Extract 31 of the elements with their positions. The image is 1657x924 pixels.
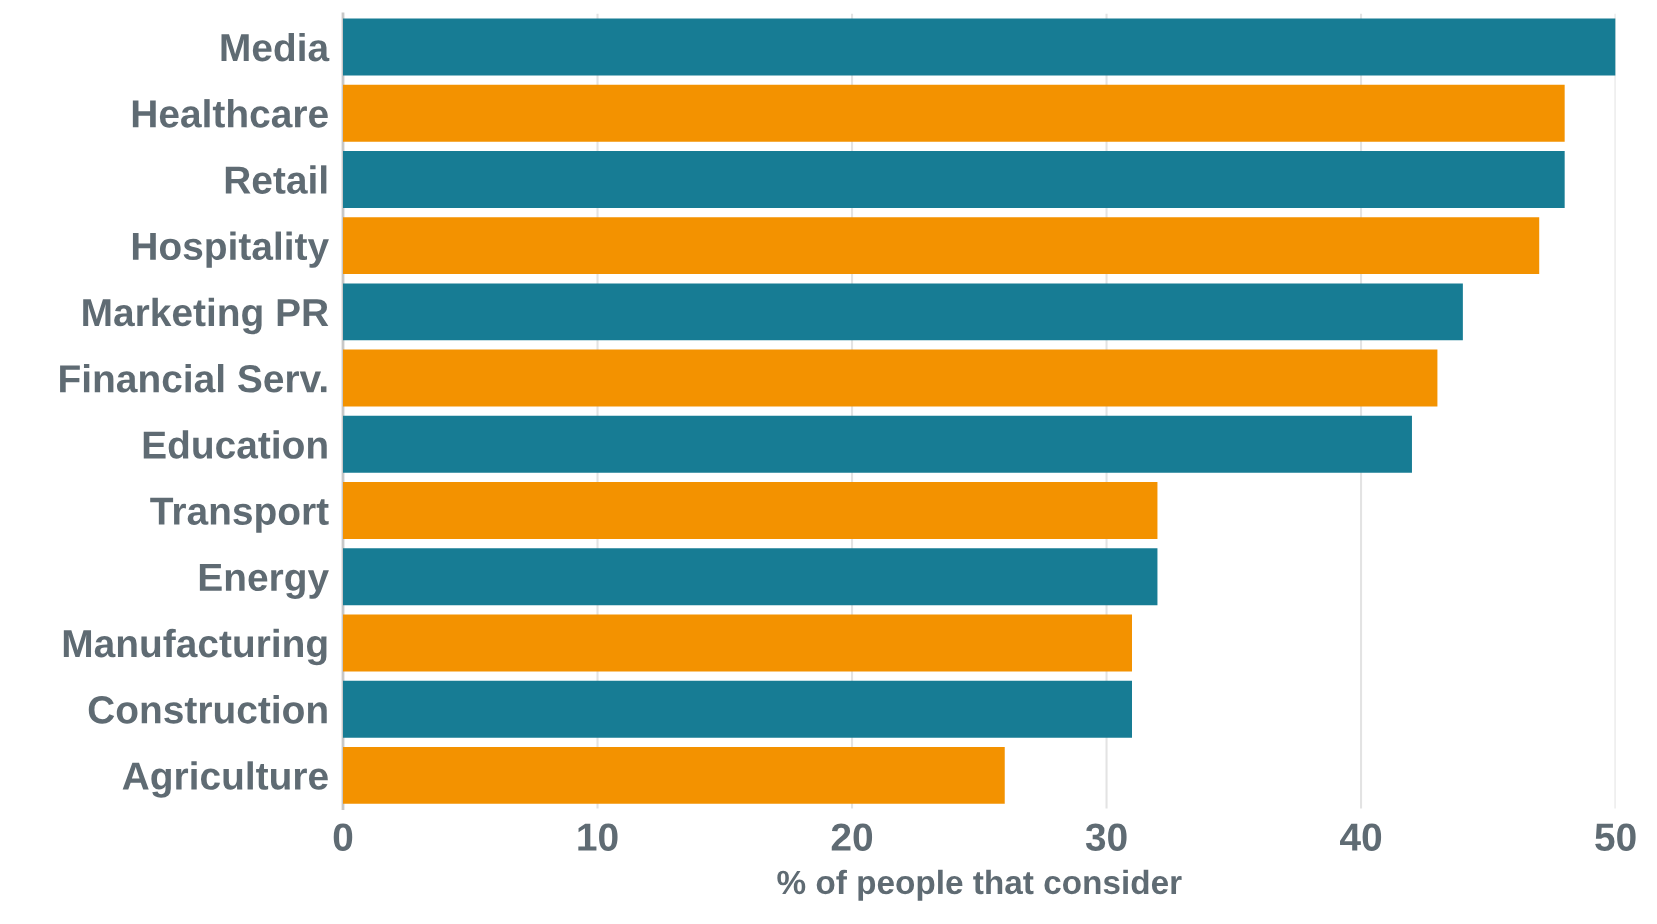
x-tick-label: 20 <box>831 823 873 851</box>
y-tick-label: Energy <box>199 563 329 599</box>
bar <box>343 349 1438 407</box>
y-tick-label: Agriculture <box>122 761 328 798</box>
bar <box>343 548 1158 606</box>
x-axis-title: % of people that consider <box>777 869 1182 901</box>
y-tick-label: Marketing PR <box>83 297 329 335</box>
bar <box>343 217 1540 275</box>
x-tick-label: 50 <box>1595 823 1636 851</box>
x-tick-label: 30 <box>1085 823 1127 852</box>
bar <box>343 614 1132 672</box>
y-tick-label: Manufacturing <box>63 628 327 666</box>
x-tick-label: 40 <box>1340 823 1382 851</box>
y-tick-label: Healthcare <box>132 99 328 128</box>
y-tick-label: Construction <box>88 695 327 724</box>
bar <box>343 283 1463 341</box>
bar <box>343 680 1132 738</box>
y-tick-label: Education <box>143 430 327 459</box>
y-tick-label: Financial Serv. <box>60 363 327 393</box>
bar <box>343 746 1005 804</box>
x-tick-label: 0 <box>333 823 353 851</box>
bar <box>343 482 1158 539</box>
bar <box>343 415 1412 473</box>
x-tick-label: 10 <box>578 823 618 851</box>
y-tick-label: Retail <box>225 165 327 194</box>
y-tick-label: Media <box>221 32 330 62</box>
bar <box>343 84 1565 142</box>
y-tick-label: Hospitality <box>132 231 329 268</box>
y-tick-label: Transport <box>150 497 329 533</box>
bar <box>343 150 1565 208</box>
bar <box>343 18 1616 76</box>
